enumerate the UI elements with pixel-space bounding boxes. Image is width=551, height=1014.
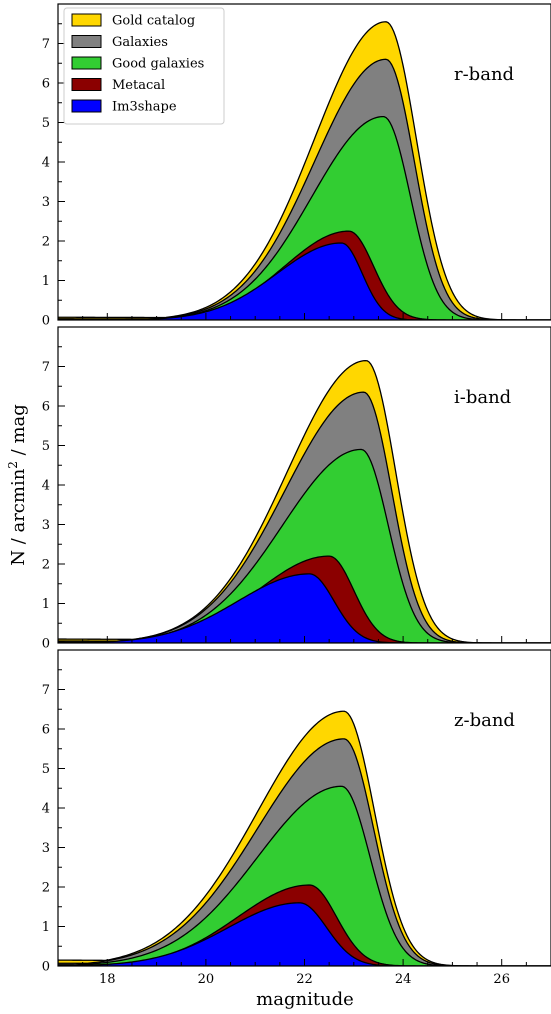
y-tick-label: 4 [42,479,50,494]
x-axis-label: magnitude [256,989,354,1010]
y-tick-label: 0 [42,960,50,975]
x-tick-label: 22 [296,972,313,987]
legend-swatch [71,99,102,113]
y-tick-label: 4 [42,802,50,817]
legend-label: Im3shape [112,100,177,115]
legend-box [63,7,225,125]
legend-label: Galaxies [112,35,168,50]
y-tick-label: 6 [42,77,50,92]
y-tick-label: 5 [42,116,50,131]
y-tick-label: 3 [42,841,50,856]
y-tick-label: 5 [42,439,50,454]
x-tick-label: 26 [493,972,510,987]
series-im3shape-area [58,902,551,966]
y-tick-label: 1 [42,274,50,289]
y-tick-label: 7 [42,683,50,698]
panel-r-band: 0 1 2 3 4 5 6 7 r-band Gold catalog Galaxies Good g… [42,3,551,329]
y-tick-label: 0 [42,314,50,329]
band-annotation: r-band [454,64,514,85]
y-tick-label: 2 [42,235,50,250]
x-tick-label: 24 [395,972,412,987]
y-tick-label: 6 [42,723,50,738]
y-tick-label: 7 [42,360,50,375]
x-tick-label: 18 [99,972,116,987]
y-tick-label: 1 [42,597,50,612]
y-tick-label: 1 [42,920,50,935]
legend-swatch [71,56,102,70]
legend-label: Gold catalog [112,14,195,29]
y-tick-label: 7 [42,37,50,52]
legend: Gold catalog Galaxies Good galaxies Metacal… [63,7,225,125]
panel-z-band: 0 1 2 3 4 5 6 7 18 20 22 24 26 z-band [42,649,551,987]
y-tick-label: 2 [42,881,50,896]
y-axis-label: N / arcmin2 / mag [6,404,29,566]
legend-swatch [71,78,102,91]
legend-swatch [71,13,102,27]
legend-swatch [71,35,102,48]
legend-label: Good galaxies [112,57,204,72]
y-tick-label: 4 [42,156,50,171]
y-tick-label: 2 [42,558,50,573]
band-annotation: z-band [454,710,515,731]
y-tick-label: 6 [42,400,50,415]
band-annotation: i-band [454,387,511,408]
series-im3shape-area [58,573,551,643]
x-tick-label: 20 [198,972,215,987]
series-im3shape-area [58,242,551,320]
area-layer [58,710,551,966]
panel-i-band: 0 1 2 3 4 5 6 7 i-band [42,326,551,652]
legend-label: Metacal [112,78,165,93]
y-tick-label: 3 [42,195,50,210]
y-tick-label: 3 [42,518,50,533]
y-tick-label: 0 [42,637,50,652]
y-tick-label: 5 [42,762,50,777]
